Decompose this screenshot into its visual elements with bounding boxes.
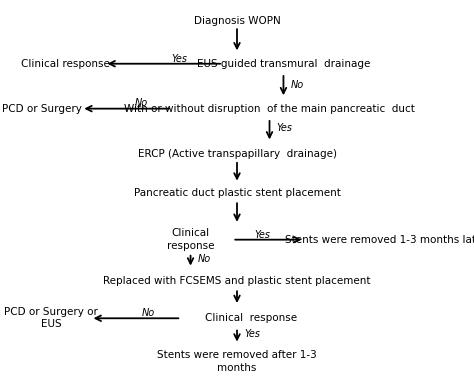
Text: Clinical response: Clinical response <box>21 59 109 69</box>
Text: PCD or Surgery: PCD or Surgery <box>2 104 82 113</box>
Text: Yes: Yes <box>171 54 187 64</box>
Text: Yes: Yes <box>276 123 292 133</box>
Text: No: No <box>142 308 155 318</box>
Text: PCD or Surgery or
EUS: PCD or Surgery or EUS <box>4 307 98 330</box>
Text: With or without disruption  of the main pancreatic  duct: With or without disruption of the main p… <box>124 104 415 113</box>
Text: Pancreatic duct plastic stent placement: Pancreatic duct plastic stent placement <box>134 188 340 198</box>
Text: ERCP (Active transpapillary  drainage): ERCP (Active transpapillary drainage) <box>137 149 337 159</box>
Text: Stents were removed after 1-3
months: Stents were removed after 1-3 months <box>157 350 317 372</box>
Text: No: No <box>135 99 148 108</box>
Text: No: No <box>198 254 211 264</box>
Text: Yes: Yes <box>244 329 260 339</box>
Text: No: No <box>291 80 304 90</box>
Text: Stents were removed 1-3 months later: Stents were removed 1-3 months later <box>285 235 474 244</box>
Text: Diagnosis WOPN: Diagnosis WOPN <box>193 16 281 26</box>
Text: Clinical  response: Clinical response <box>205 313 297 323</box>
Text: Replaced with FCSEMS and plastic stent placement: Replaced with FCSEMS and plastic stent p… <box>103 276 371 286</box>
Text: Clinical
response: Clinical response <box>167 228 214 251</box>
Text: Yes: Yes <box>255 230 271 240</box>
Text: EUS guided transmural  drainage: EUS guided transmural drainage <box>197 59 370 69</box>
